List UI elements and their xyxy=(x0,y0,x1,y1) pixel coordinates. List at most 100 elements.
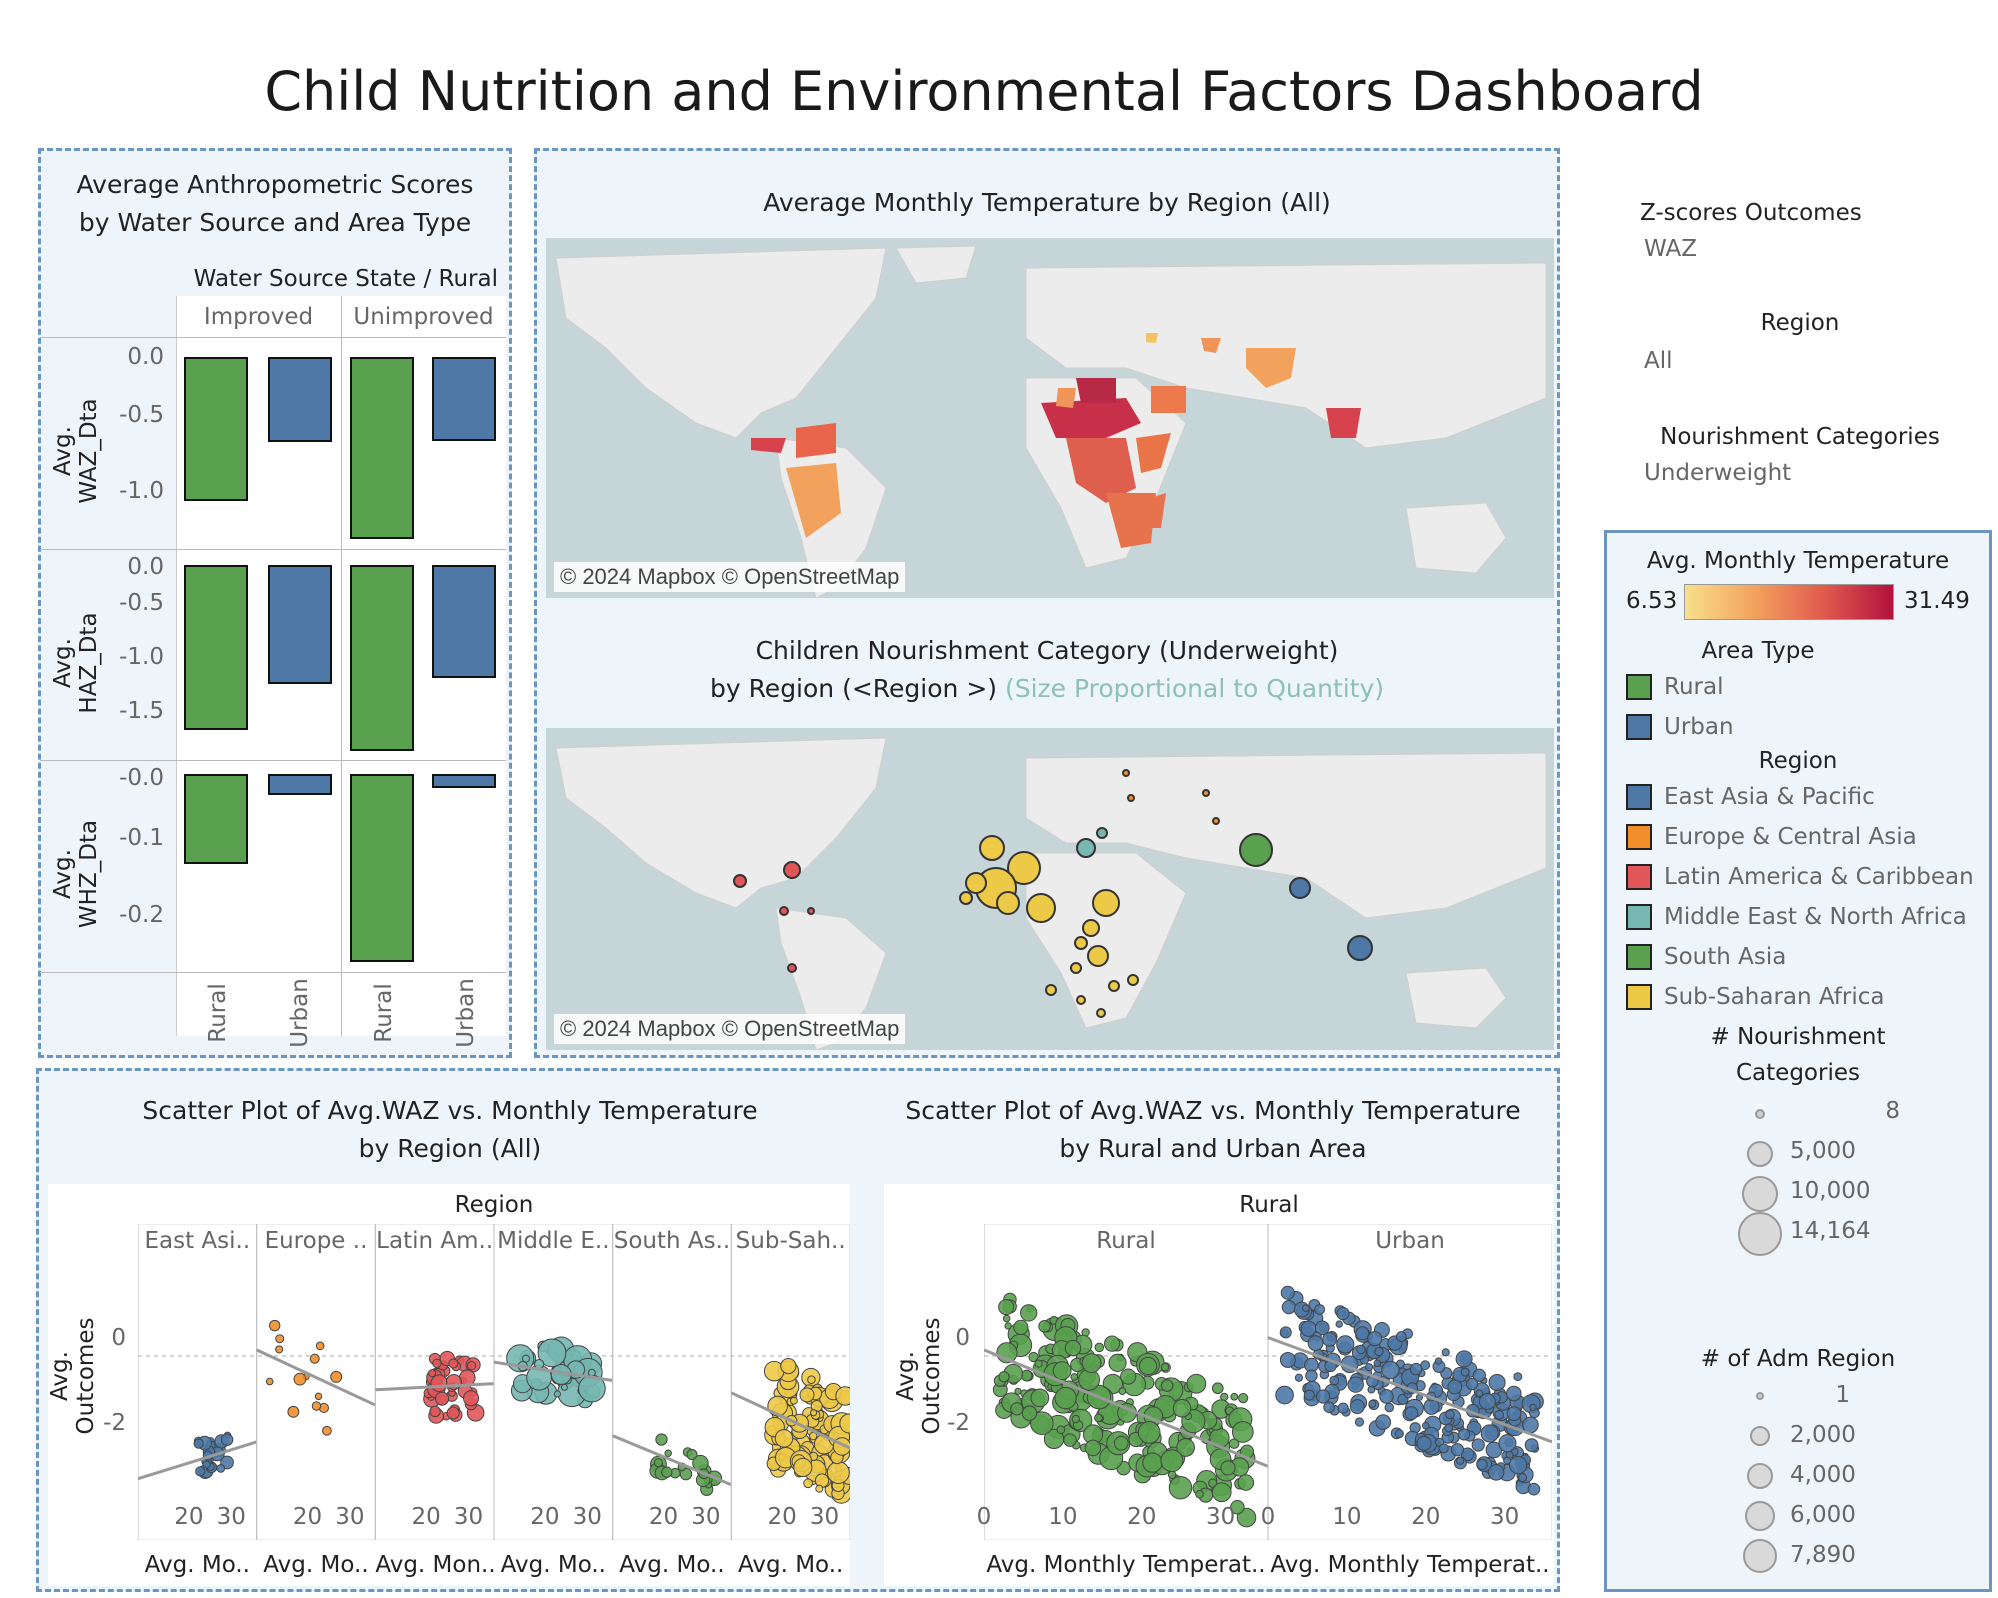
region-bubble[interactable] xyxy=(1092,889,1120,917)
scatter-point[interactable] xyxy=(1294,1373,1304,1382)
scatter-point[interactable] xyxy=(835,1386,850,1406)
region-bubble[interactable] xyxy=(1289,877,1311,899)
scatter-point[interactable] xyxy=(1494,1409,1505,1420)
region-bubble[interactable] xyxy=(1127,794,1135,802)
pakistan-region[interactable] xyxy=(1246,348,1296,388)
scatter-point[interactable] xyxy=(807,1375,816,1384)
scatter-point[interactable] xyxy=(1208,1478,1218,1488)
scatter-point[interactable] xyxy=(1172,1398,1192,1418)
scatter-point[interactable] xyxy=(1365,1363,1374,1372)
scatter-point[interactable] xyxy=(1480,1424,1499,1443)
scatter-point[interactable] xyxy=(1211,1482,1232,1503)
bar-waz-improved-rural[interactable] xyxy=(184,357,248,501)
scatter-point[interactable] xyxy=(810,1409,818,1417)
scatter-point[interactable] xyxy=(466,1360,477,1371)
scatter-point[interactable] xyxy=(1052,1361,1072,1381)
scatter-point[interactable] xyxy=(1438,1443,1449,1454)
scatter-point[interactable] xyxy=(429,1405,441,1418)
bar-haz-improved-rural[interactable] xyxy=(184,564,248,731)
scatter-point[interactable] xyxy=(1103,1335,1121,1352)
facet-header[interactable]: Urban xyxy=(1375,1228,1445,1254)
bar-whz-improved-rural[interactable] xyxy=(184,773,248,865)
region-bubble[interactable] xyxy=(1212,817,1220,825)
region-bubble[interactable] xyxy=(1122,769,1130,777)
scatter-point[interactable] xyxy=(309,1353,320,1364)
scatter-point[interactable] xyxy=(1010,1402,1024,1416)
facet-header[interactable]: East Asi.. xyxy=(144,1228,251,1254)
region-bubble[interactable] xyxy=(1096,827,1108,839)
scatter1-plot[interactable] xyxy=(138,1224,850,1540)
scatter-point[interactable] xyxy=(1094,1413,1103,1423)
scatter-point[interactable] xyxy=(1374,1346,1384,1357)
scatter-point[interactable] xyxy=(432,1358,442,1369)
madagascar-region[interactable] xyxy=(1149,493,1166,528)
east-africa-region[interactable] xyxy=(1136,433,1171,473)
scatter-point[interactable] xyxy=(1456,1456,1465,1465)
legend-region-east-asia[interactable]: East Asia & Pacific xyxy=(1664,784,1875,810)
scatter-point[interactable] xyxy=(1508,1455,1528,1475)
scatter-point[interactable] xyxy=(1081,1353,1102,1374)
scatter-point[interactable] xyxy=(1379,1389,1394,1404)
scatter-point[interactable] xyxy=(1471,1438,1485,1452)
scatter-point[interactable] xyxy=(1064,1339,1082,1357)
region-bubble[interactable] xyxy=(1026,893,1056,923)
scatter-point[interactable] xyxy=(1071,1414,1080,1424)
scatter-point[interactable] xyxy=(1030,1411,1054,1436)
scatter-point[interactable] xyxy=(1472,1368,1486,1382)
scatter-point[interactable] xyxy=(463,1390,480,1407)
scatter-point[interactable] xyxy=(1323,1401,1335,1413)
scatter-point[interactable] xyxy=(1238,1393,1249,1404)
facet-header[interactable]: South As.. xyxy=(613,1228,731,1254)
legend-region-south-asia[interactable]: South Asia xyxy=(1664,944,1787,970)
region-bubble[interactable] xyxy=(1070,962,1082,974)
scatter-point[interactable] xyxy=(661,1466,673,1478)
scatter-point[interactable] xyxy=(1475,1389,1484,1398)
bar-haz-unimproved-urban[interactable] xyxy=(432,564,496,679)
scatter-point[interactable] xyxy=(1373,1359,1382,1368)
morocco-region[interactable] xyxy=(1056,388,1076,408)
legend-region-sub-saharan[interactable]: Sub-Saharan Africa xyxy=(1664,984,1885,1010)
scatter-point[interactable] xyxy=(1220,1460,1236,1476)
scatter-point[interactable] xyxy=(1118,1387,1127,1396)
region-bubble[interactable] xyxy=(1096,1008,1106,1018)
scatter-point[interactable] xyxy=(1354,1417,1365,1427)
scatter-point[interactable] xyxy=(1070,1373,1079,1381)
balkans-region[interactable] xyxy=(1146,333,1158,343)
scatter-point[interactable] xyxy=(1395,1331,1407,1342)
scatter-point[interactable] xyxy=(1384,1402,1395,1413)
scatter-point[interactable] xyxy=(1356,1344,1366,1355)
scatter-point[interactable] xyxy=(1434,1357,1443,1365)
filter-region-value[interactable]: All xyxy=(1644,348,1673,374)
scatter-point[interactable] xyxy=(789,1396,798,1405)
scatter-point[interactable] xyxy=(1476,1458,1488,1471)
scatter-point[interactable] xyxy=(1381,1360,1400,1380)
region-bubble[interactable] xyxy=(996,891,1020,915)
scatter-point[interactable] xyxy=(195,1466,206,1477)
scatter-point[interactable] xyxy=(1367,1331,1383,1347)
scatter-point[interactable] xyxy=(1030,1388,1050,1408)
region-bubble[interactable] xyxy=(965,872,987,894)
scatter-point[interactable] xyxy=(803,1478,813,1489)
scatter-point[interactable] xyxy=(1038,1320,1051,1333)
scatter-point[interactable] xyxy=(1460,1367,1470,1377)
facet-header[interactable]: Europe .. xyxy=(264,1228,368,1254)
scatter-point[interactable] xyxy=(1108,1353,1127,1372)
region-bubble[interactable] xyxy=(1108,980,1120,992)
scatter-point[interactable] xyxy=(1314,1320,1330,1336)
scatter-point[interactable] xyxy=(1498,1434,1517,1453)
peru-bolivia-region[interactable] xyxy=(786,463,841,538)
scatter-point[interactable] xyxy=(1275,1385,1294,1405)
scatter-point[interactable] xyxy=(1527,1482,1541,1496)
scatter-point[interactable] xyxy=(686,1449,698,1461)
scatter-point[interactable] xyxy=(815,1484,824,1493)
scatter-point[interactable] xyxy=(268,1319,281,1332)
scatter-point[interactable] xyxy=(1465,1377,1479,1391)
bar-whz-improved-urban[interactable] xyxy=(268,773,332,795)
bar-haz-unimproved-rural[interactable] xyxy=(350,564,414,751)
legend-region-latin-america[interactable]: Latin America & Caribbean xyxy=(1664,864,1974,890)
scatter-point[interactable] xyxy=(314,1392,323,1401)
region-bubble[interactable] xyxy=(733,874,747,888)
bar-whz-unimproved-rural[interactable] xyxy=(350,773,414,962)
scatter-point[interactable] xyxy=(553,1390,561,1398)
region-bubble[interactable] xyxy=(1076,995,1086,1005)
